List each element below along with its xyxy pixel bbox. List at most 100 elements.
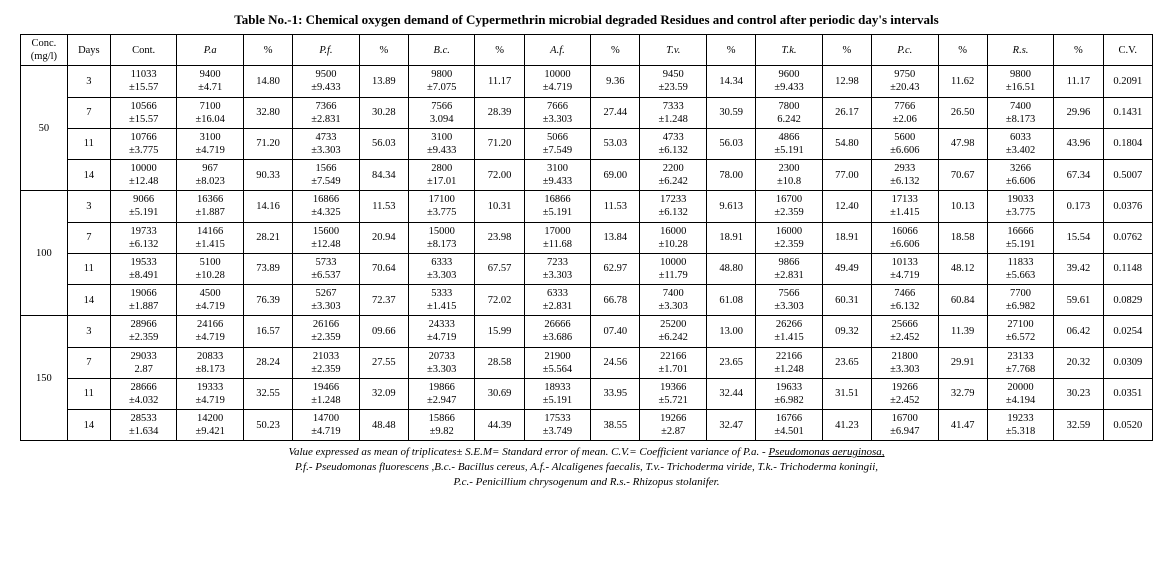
cell-cont: 290332.87	[110, 347, 177, 378]
cell-cv: 0.1804	[1103, 128, 1152, 159]
cell-rs: 9800±16.51	[987, 66, 1054, 97]
cell-pa: 9400±4.71	[177, 66, 244, 97]
cell-rs_p: 32.59	[1054, 410, 1103, 441]
cell-bc: 19866±2.947	[408, 378, 475, 409]
cell-af_p: 33.95	[591, 378, 640, 409]
hdr-tv: T.v.	[640, 35, 707, 66]
hdr-cv: C.V.	[1103, 35, 1152, 66]
cell-rs_p: 30.23	[1054, 378, 1103, 409]
cell-tv: 4733±6.132	[640, 128, 707, 159]
cell-bc_p: 30.69	[475, 378, 524, 409]
cell-pc_p: 70.67	[938, 160, 987, 191]
table-body: 50311033±15.579400±4.7114.809500±9.43313…	[21, 66, 1153, 441]
cell-days: 11	[67, 378, 110, 409]
cell-tv: 7400±3.303	[640, 285, 707, 316]
cell-rs: 20000±4.194	[987, 378, 1054, 409]
cell-conc: 50	[21, 66, 68, 191]
cell-af_p: 62.97	[591, 253, 640, 284]
cell-pf: 5267±3.303	[293, 285, 360, 316]
cell-cont: 28666±4.032	[110, 378, 177, 409]
cell-af: 3100±9.433	[524, 160, 591, 191]
caption-line2: P.f.- Pseudomonas fluorescens ,B.c.- Bac…	[295, 461, 878, 473]
cell-pa: 7100±16.04	[177, 97, 244, 128]
cell-rs: 16666±5.191	[987, 222, 1054, 253]
cell-rs: 23133±7.768	[987, 347, 1054, 378]
cell-pa_p: 14.80	[243, 66, 292, 97]
hdr-pct: %	[591, 35, 640, 66]
cell-tv_p: 14.34	[707, 66, 756, 97]
cell-pa_p: 28.24	[243, 347, 292, 378]
cell-cont: 11033±15.57	[110, 66, 177, 97]
caption-line3: P.c.- Penicillium chrysogenum and R.s.- …	[454, 476, 720, 488]
cell-cv: 0.0351	[1103, 378, 1152, 409]
cell-cv: 0.0309	[1103, 347, 1152, 378]
cell-rs: 7400±8.173	[987, 97, 1054, 128]
cell-cont: 10000±12.48	[110, 160, 177, 191]
cell-rs_p: 29.96	[1054, 97, 1103, 128]
cell-pc: 2933±6.132	[872, 160, 939, 191]
cell-days: 3	[67, 191, 110, 222]
cell-bc: 24333±4.719	[408, 316, 475, 347]
cell-pa: 967±8.023	[177, 160, 244, 191]
cell-pc: 16066±6.606	[872, 222, 939, 253]
cell-pc: 7766±2.06	[872, 97, 939, 128]
table-row: 1410000±12.48967±8.02390.331566±7.54984.…	[21, 160, 1153, 191]
cell-pf_p: 30.28	[359, 97, 408, 128]
cell-pf: 19466±1.248	[293, 378, 360, 409]
cell-days: 14	[67, 160, 110, 191]
cell-af: 16866±5.191	[524, 191, 591, 222]
cell-af: 21900±5.564	[524, 347, 591, 378]
cell-pa_p: 73.89	[243, 253, 292, 284]
hdr-rs: R.s.	[987, 35, 1054, 66]
hdr-pc: P.c.	[872, 35, 939, 66]
cell-rs_p: 11.17	[1054, 66, 1103, 97]
cell-af: 7666±3.303	[524, 97, 591, 128]
cell-pc_p: 11.39	[938, 316, 987, 347]
cell-bc_p: 15.99	[475, 316, 524, 347]
cell-pc_p: 29.91	[938, 347, 987, 378]
cell-pa: 14166±1.415	[177, 222, 244, 253]
cell-bc_p: 23.98	[475, 222, 524, 253]
cell-pf_p: 48.48	[359, 410, 408, 441]
cell-days: 7	[67, 222, 110, 253]
cell-cont: 10566±15.57	[110, 97, 177, 128]
cell-bc_p: 10.31	[475, 191, 524, 222]
cell-pf: 7366±2.831	[293, 97, 360, 128]
cell-cv: 0.0762	[1103, 222, 1152, 253]
hdr-pct: %	[243, 35, 292, 66]
cell-bc: 6333±3.303	[408, 253, 475, 284]
cell-rs_p: 20.32	[1054, 347, 1103, 378]
cell-pc: 7466±6.132	[872, 285, 939, 316]
cell-tv_p: 23.65	[707, 347, 756, 378]
cell-tv_p: 9.613	[707, 191, 756, 222]
cell-bc_p: 67.57	[475, 253, 524, 284]
cell-pc_p: 47.98	[938, 128, 987, 159]
cell-pa: 16366±1.887	[177, 191, 244, 222]
cell-days: 14	[67, 410, 110, 441]
cell-pc: 5600±6.606	[872, 128, 939, 159]
cell-pa_p: 90.33	[243, 160, 292, 191]
cell-tk_p: 77.00	[822, 160, 871, 191]
cell-af_p: 07.40	[591, 316, 640, 347]
cell-tv: 19366±5.721	[640, 378, 707, 409]
cell-pa_p: 28.21	[243, 222, 292, 253]
cell-tv: 2200±6.242	[640, 160, 707, 191]
cell-tk: 19633±6.982	[756, 378, 823, 409]
cell-tk_p: 09.32	[822, 316, 871, 347]
cell-pf_p: 09.66	[359, 316, 408, 347]
cell-cv: 0.2091	[1103, 66, 1152, 97]
table-row: 1110766±3.7753100±4.71971.204733±3.30356…	[21, 128, 1153, 159]
cell-bc: 2800±17.01	[408, 160, 475, 191]
hdr-conc: Conc. (mg/l)	[21, 35, 68, 66]
cell-af_p: 24.56	[591, 347, 640, 378]
cell-bc_p: 11.17	[475, 66, 524, 97]
cell-cv: 0.1431	[1103, 97, 1152, 128]
cell-cv: 0.0520	[1103, 410, 1152, 441]
cell-rs: 6033±3.402	[987, 128, 1054, 159]
cell-tk_p: 12.98	[822, 66, 871, 97]
cell-cont: 19533±8.491	[110, 253, 177, 284]
cell-pc: 16700±6.947	[872, 410, 939, 441]
table-row: 710566±15.577100±16.0432.807366±2.83130.…	[21, 97, 1153, 128]
cell-tv_p: 48.80	[707, 253, 756, 284]
cell-tk: 16000±2.359	[756, 222, 823, 253]
